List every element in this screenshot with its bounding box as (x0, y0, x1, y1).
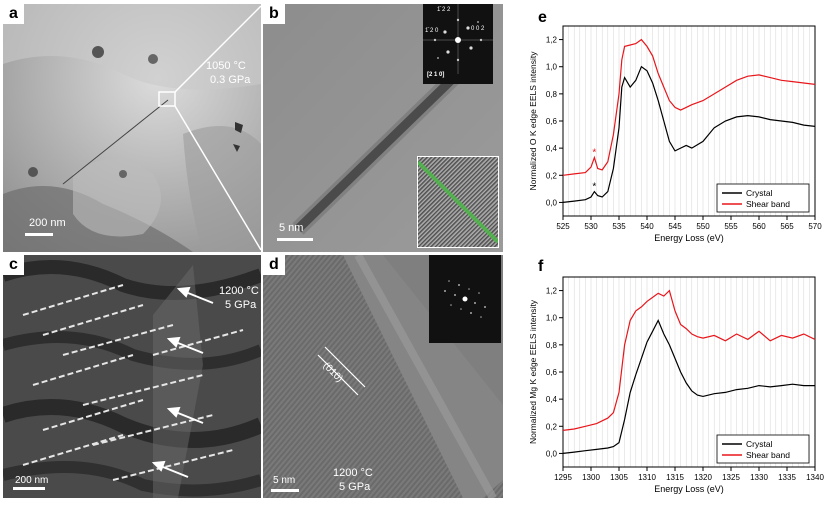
chartf-legend-label: Crystal (746, 439, 773, 449)
charte-xlabel: Energy Loss (eV) (654, 233, 724, 243)
condition-pressure-c: 5 GPa (225, 299, 257, 311)
charte-xtick-label: 545 (668, 222, 682, 231)
chartf-xtick-label: 1335 (778, 473, 796, 482)
chart-f: 1295 1300 1305 1310 1315 1320 1325 1330 1335 1340… (528, 276, 824, 494)
charte-xtick-label: 540 (640, 222, 654, 231)
lattice-image-b (418, 160, 498, 244)
chartf-xtick-label: 1310 (638, 473, 656, 482)
chartf-ytick-label: 0,0 (546, 449, 558, 458)
chartf-xtick-label: 1330 (750, 473, 768, 482)
chartf-xlabel: Energy Loss (eV) (654, 484, 724, 494)
scale-bar-c (13, 487, 45, 490)
panel-c: c 1200 °C 5 GPa 200 nm (3, 255, 261, 498)
scale-label-a: 200 nm (29, 217, 66, 229)
panel-label-c: c (3, 255, 24, 275)
chartf-ytick-label: 1,0 (546, 314, 558, 323)
fft-label-3: 0 0 2 (471, 26, 485, 32)
chartf-ytick-label: 0,6 (546, 368, 558, 377)
chartf-ytick-label: 0,4 (546, 395, 558, 404)
chartf-xtick-label: 1320 (694, 473, 712, 482)
charte-legend-label: Crystal (746, 188, 773, 198)
fft-inset-b: 1̄ 2 2 1̄ 2 0 0 0 2 [2 1 0] (423, 4, 493, 84)
chartf-ylabel: Normalized Mg K edge EELS intensity (528, 299, 538, 444)
chartf-series-crystal (562, 318, 815, 454)
chartf-xtick-label: 1300 (582, 473, 600, 482)
panel-label-a: a (3, 4, 24, 24)
chartf-ytick-label: 0,8 (546, 341, 558, 350)
condition-pressure-a: 0.3 GPa (210, 74, 251, 86)
panel-f: 1295 1300 1305 1310 1315 1320 1325 1330 1335 1340… (508, 255, 828, 503)
charte-ytick-label: 1,0 (546, 63, 558, 72)
charte-legend (716, 183, 810, 213)
diffraction-pattern-b (423, 4, 493, 74)
charte-xtick-label: 555 (724, 222, 738, 231)
chartf-ytick-label: 1,2 (546, 287, 558, 296)
charte-xtick-label: 535 (612, 222, 626, 231)
charte-legend-label: Shear band (746, 199, 790, 209)
filtered-inset-b (417, 156, 499, 248)
fft-label-1: 1̄ 2 2 (437, 7, 451, 13)
panel-label-d: d (263, 255, 285, 275)
scale-bar-a (25, 233, 53, 236)
charte-ytick-label: 0,4 (546, 144, 558, 153)
panel-label-b: b (263, 4, 285, 24)
scale-bar-b (277, 238, 313, 241)
chartf-xtick-label: 1305 (610, 473, 628, 482)
charte-xtick-label: 570 (808, 222, 822, 231)
scale-label-b: 5 nm (279, 222, 304, 234)
scale-bar-d (271, 489, 299, 492)
chartf-legend (716, 434, 810, 464)
chartf-xtick-label: 1315 (666, 473, 684, 482)
charte-xtick-label: 560 (752, 222, 766, 231)
charte-xtick-label: 565 (780, 222, 794, 231)
chartf-xtick-label: 1325 (722, 473, 740, 482)
charte-ytick-label: 0,2 (546, 171, 558, 180)
panel-label-f: f (538, 258, 544, 275)
scale-label-c: 200 nm (15, 475, 49, 486)
fft-label-2: 1̄ 2 0 (425, 28, 439, 34)
zone-axis-label: [2 1 0] (427, 72, 445, 78)
chartf-xtick-label: 1340 (806, 473, 824, 482)
panel-b: 1̄ 2 2 1̄ 2 0 0 0 2 [2 1 0] 5 nm b (263, 4, 503, 252)
chartf-series-shear-band (562, 289, 816, 431)
panel-e: 525 530 535 540 545 550 555 560 565 570 0,0 0,2 0,4 0… (508, 4, 828, 252)
charte-series-shear-band (562, 38, 816, 176)
condition-temp-c: 1200 °C (219, 285, 259, 297)
charte-ylabel: Normalized O K edge EELS intensity (528, 51, 538, 191)
charte-xtick-label: 530 (584, 222, 598, 231)
scale-label-d: 5 nm (273, 475, 296, 486)
charte-xtick-label: 550 (696, 222, 710, 231)
charte-star-shear-band: * (592, 148, 596, 159)
charte-ytick-label: 1,2 (546, 36, 558, 45)
charte-series-crystal (562, 65, 816, 203)
chartf-legend-label: Shear band (746, 450, 790, 460)
tem-image-a (3, 4, 261, 252)
charte-ytick-label: 0,6 (546, 117, 558, 126)
charte-star-crystal: * (592, 182, 596, 193)
panel-a: a 1050 °C 0.3 GPa 200 nm (3, 4, 261, 252)
charte-xtick-label: 525 (556, 222, 570, 231)
charte-ytick-label: 0,8 (546, 90, 558, 99)
condition-pressure-d: 5 GPa (339, 481, 371, 493)
diffraction-pattern-d (444, 280, 486, 318)
fft-inset-d (429, 255, 501, 343)
panel-label-e: e (538, 9, 547, 26)
tem-image-c (3, 255, 261, 498)
condition-temp-a: 1050 °C (206, 60, 246, 72)
panel-d: (010) 1200 °C 5 GPa 5 nm d (263, 255, 503, 498)
charte-ytick-label: 0,0 (546, 198, 558, 207)
chartf-xtick-label: 1295 (554, 473, 572, 482)
condition-temp-d: 1200 °C (333, 467, 373, 479)
chart-e: 525 530 535 540 545 550 555 560 565 570 0,0 0,2 0,4 0… (528, 25, 822, 243)
chartf-ytick-label: 0,2 (546, 422, 558, 431)
